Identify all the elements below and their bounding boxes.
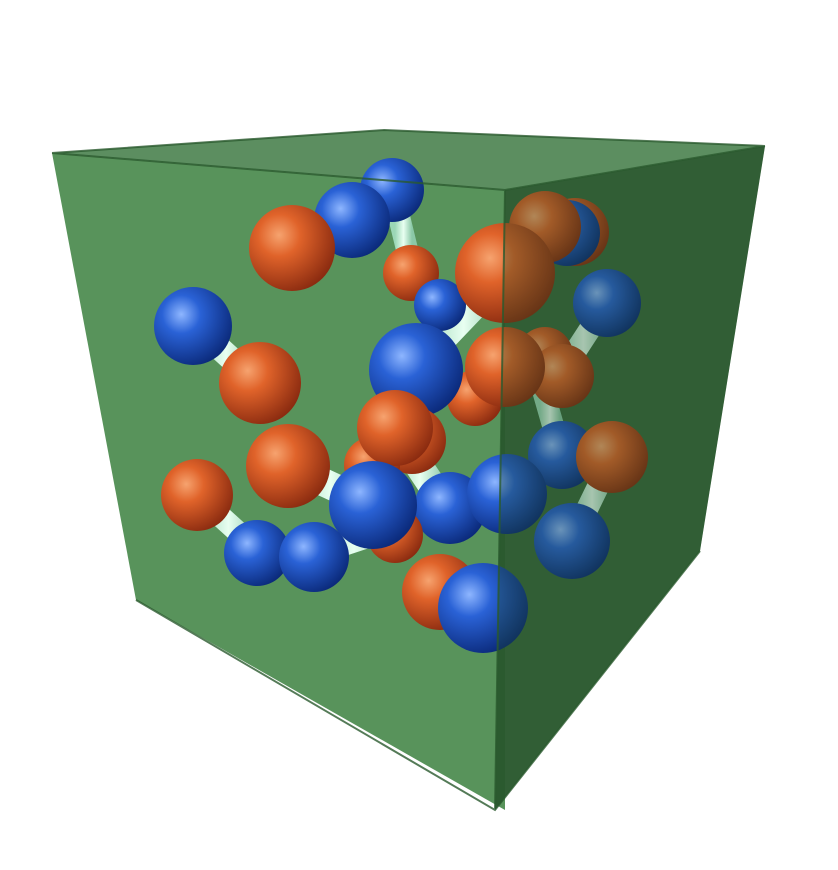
atoms (154, 158, 648, 653)
blue-atom (467, 454, 547, 534)
orange-atom (246, 424, 330, 508)
orange-atom (465, 327, 545, 407)
blue-atom (329, 461, 417, 549)
blue-atom (224, 520, 290, 586)
orange-atom (576, 421, 648, 493)
blue-atom (279, 522, 349, 592)
orange-atom (161, 459, 233, 531)
box-edge (494, 189, 506, 811)
blue-atom (414, 279, 466, 331)
box-edge (51, 128, 766, 154)
orange-atom (219, 342, 301, 424)
box-edges (51, 128, 766, 812)
box-front-right-overlay (495, 146, 765, 810)
box-edge (135, 550, 701, 812)
blue-atom (438, 563, 528, 653)
orange-atom (530, 344, 594, 408)
orange-atom (249, 205, 335, 291)
blue-atom (573, 269, 641, 337)
orange-atom (357, 390, 433, 466)
box-top-face (52, 130, 765, 190)
orange-atom (455, 223, 555, 323)
blue-atom (528, 421, 596, 489)
blue-atom (154, 287, 232, 365)
blue-atom (534, 503, 610, 579)
